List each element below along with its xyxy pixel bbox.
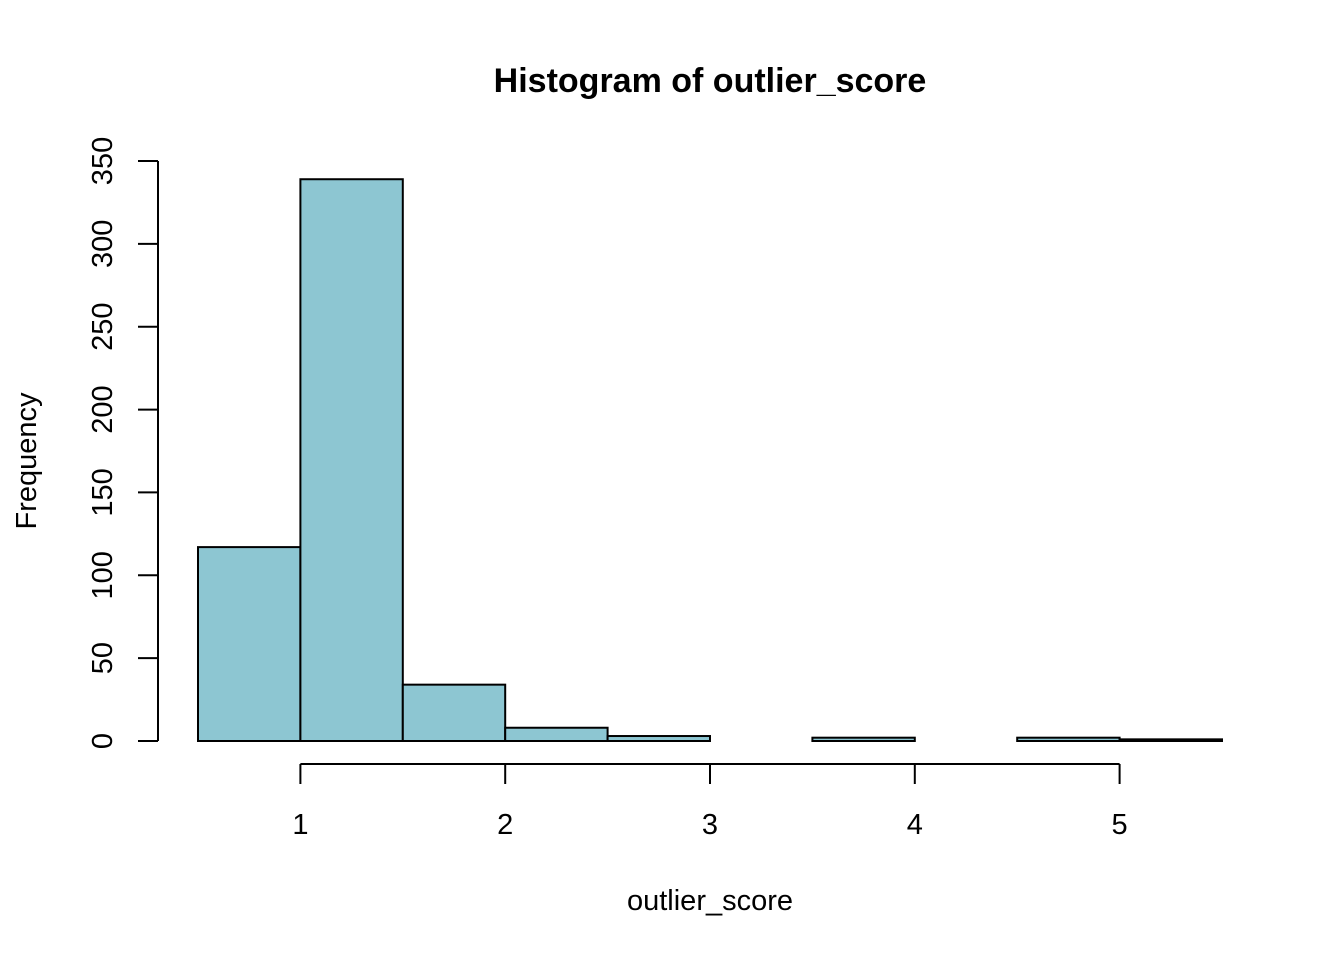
y-axis: 0 50 100 150 200 250 300 350 (87, 137, 159, 749)
histogram-bar-6 (811, 736, 916, 743)
y-tick-label-4: 200 (87, 385, 119, 433)
histogram-bar-3 (504, 726, 609, 743)
x-tick-label-3: 4 (907, 809, 923, 841)
y-tick-label-6: 300 (87, 220, 119, 268)
y-tick-label-7: 350 (87, 137, 119, 185)
histogram-bar-0 (197, 546, 302, 742)
y-tick-label-3: 150 (87, 468, 119, 516)
histogram-bar-9 (1118, 738, 1223, 742)
histogram-bar-8 (1016, 736, 1121, 743)
y-axis-label: Frequency (11, 392, 43, 530)
y-tick-label-5: 250 (87, 303, 119, 351)
histogram-bar-1 (299, 178, 404, 742)
histogram-bar-2 (401, 683, 507, 743)
histogram-bar-4 (606, 735, 711, 742)
x-tick-label-1: 2 (497, 809, 513, 841)
x-tick-label-4: 5 (1112, 809, 1128, 841)
x-axis-label: outlier_score (627, 885, 793, 917)
y-tick-label-1: 50 (87, 642, 119, 674)
x-tick-label-0: 1 (292, 809, 308, 841)
x-axis: 1 2 3 4 5 (292, 763, 1128, 841)
y-tick-label-0: 0 (87, 733, 119, 749)
chart-title: Histogram of outlier_score (494, 62, 927, 100)
x-tick-label-2: 3 (702, 809, 718, 841)
bars-group (197, 178, 1223, 743)
y-tick-label-2: 100 (87, 551, 119, 599)
